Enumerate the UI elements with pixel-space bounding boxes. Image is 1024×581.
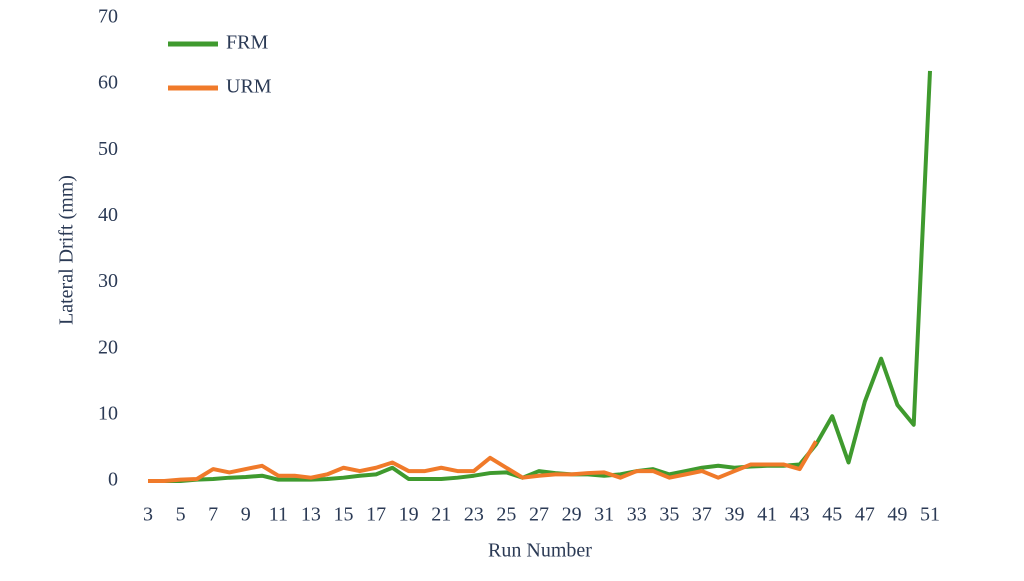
x-tick-label: 29 [562, 504, 582, 526]
x-tick-label: 35 [659, 504, 679, 526]
x-tick-label: 3 [143, 504, 153, 526]
x-tick-label: 25 [496, 504, 516, 526]
x-tick-label: 47 [855, 504, 875, 526]
x-tick-label: 11 [269, 504, 288, 526]
y-tick-label: 40 [98, 204, 118, 226]
legend-label: FRM [226, 32, 268, 54]
y-tick-label: 10 [98, 402, 118, 424]
x-tick-label: 33 [627, 504, 647, 526]
line-series [148, 70, 932, 483]
x-tick-label: 13 [301, 504, 321, 526]
x-tick-label: 17 [366, 504, 386, 526]
y-tick-label: 30 [98, 270, 118, 292]
x-tick-label: 51 [920, 504, 940, 526]
x-tick-label: 27 [529, 504, 549, 526]
y-tick-label: 0 [108, 469, 118, 491]
y-tick-label: 50 [98, 138, 118, 160]
x-axis-title: Run Number [488, 540, 592, 562]
x-tick-label: 21 [431, 504, 451, 526]
x-tick-label: 9 [241, 504, 251, 526]
x-tick-label: 39 [725, 504, 745, 526]
x-tick-label: 15 [334, 504, 354, 526]
line-series [148, 440, 818, 483]
x-tick-label: 5 [176, 504, 186, 526]
x-tick-label: 45 [822, 504, 842, 526]
x-tick-label: 31 [594, 504, 614, 526]
x-tick-label: 37 [692, 504, 712, 526]
y-axis-title: Lateral Drift (mm) [56, 175, 78, 325]
x-tick-label: 41 [757, 504, 777, 526]
y-tick-label: 60 [98, 72, 118, 94]
legend-label: URM [226, 76, 272, 98]
x-tick-label: 43 [790, 504, 810, 526]
x-tick-label: 19 [399, 504, 419, 526]
y-tick-label: 20 [98, 336, 118, 358]
x-tick-label: 49 [887, 504, 907, 526]
x-tick-label: 23 [464, 504, 484, 526]
y-tick-label: 70 [98, 6, 118, 28]
x-tick-label: 7 [208, 504, 218, 526]
